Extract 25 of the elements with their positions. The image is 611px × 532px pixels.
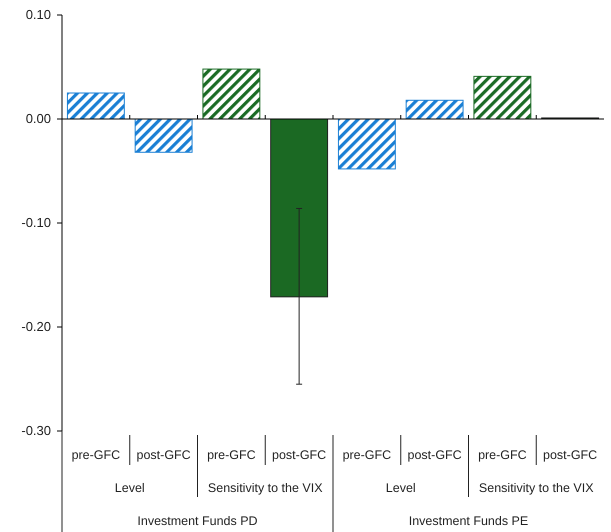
y-tick-label: 0.00: [26, 111, 51, 126]
y-tick-label: -0.10: [21, 215, 51, 230]
bar: [406, 100, 464, 120]
text: Sensitivity to the VIX: [478, 481, 594, 495]
x-tick-label: post-GFC: [543, 448, 598, 462]
x-tick-label: post-GFC: [136, 448, 191, 462]
x-tick-label: pre-GFC: [207, 448, 256, 462]
y-tick-label: 0.10: [26, 7, 51, 22]
text: Level: [386, 481, 416, 495]
y-tick-label: -0.30: [21, 423, 51, 438]
bar: [473, 76, 532, 120]
bar: [134, 118, 193, 153]
x-tick-label: pre-GFC: [478, 448, 527, 462]
x-tick-label: post-GFC: [272, 448, 326, 462]
x-tick-label: post-GFC: [408, 448, 462, 462]
bar: [202, 68, 260, 120]
text: Level: [114, 481, 145, 495]
text: Sensitivity to the VIX: [208, 481, 324, 495]
text: Investment Funds PD: [137, 514, 258, 528]
x-tick-label: pre-GFC: [342, 448, 392, 462]
x-tick-label: pre-GFC: [72, 448, 120, 462]
text: Investment Funds PE: [408, 514, 528, 528]
bar: [338, 118, 396, 170]
bar: [66, 92, 125, 120]
y-tick-label: -0.20: [21, 319, 51, 334]
